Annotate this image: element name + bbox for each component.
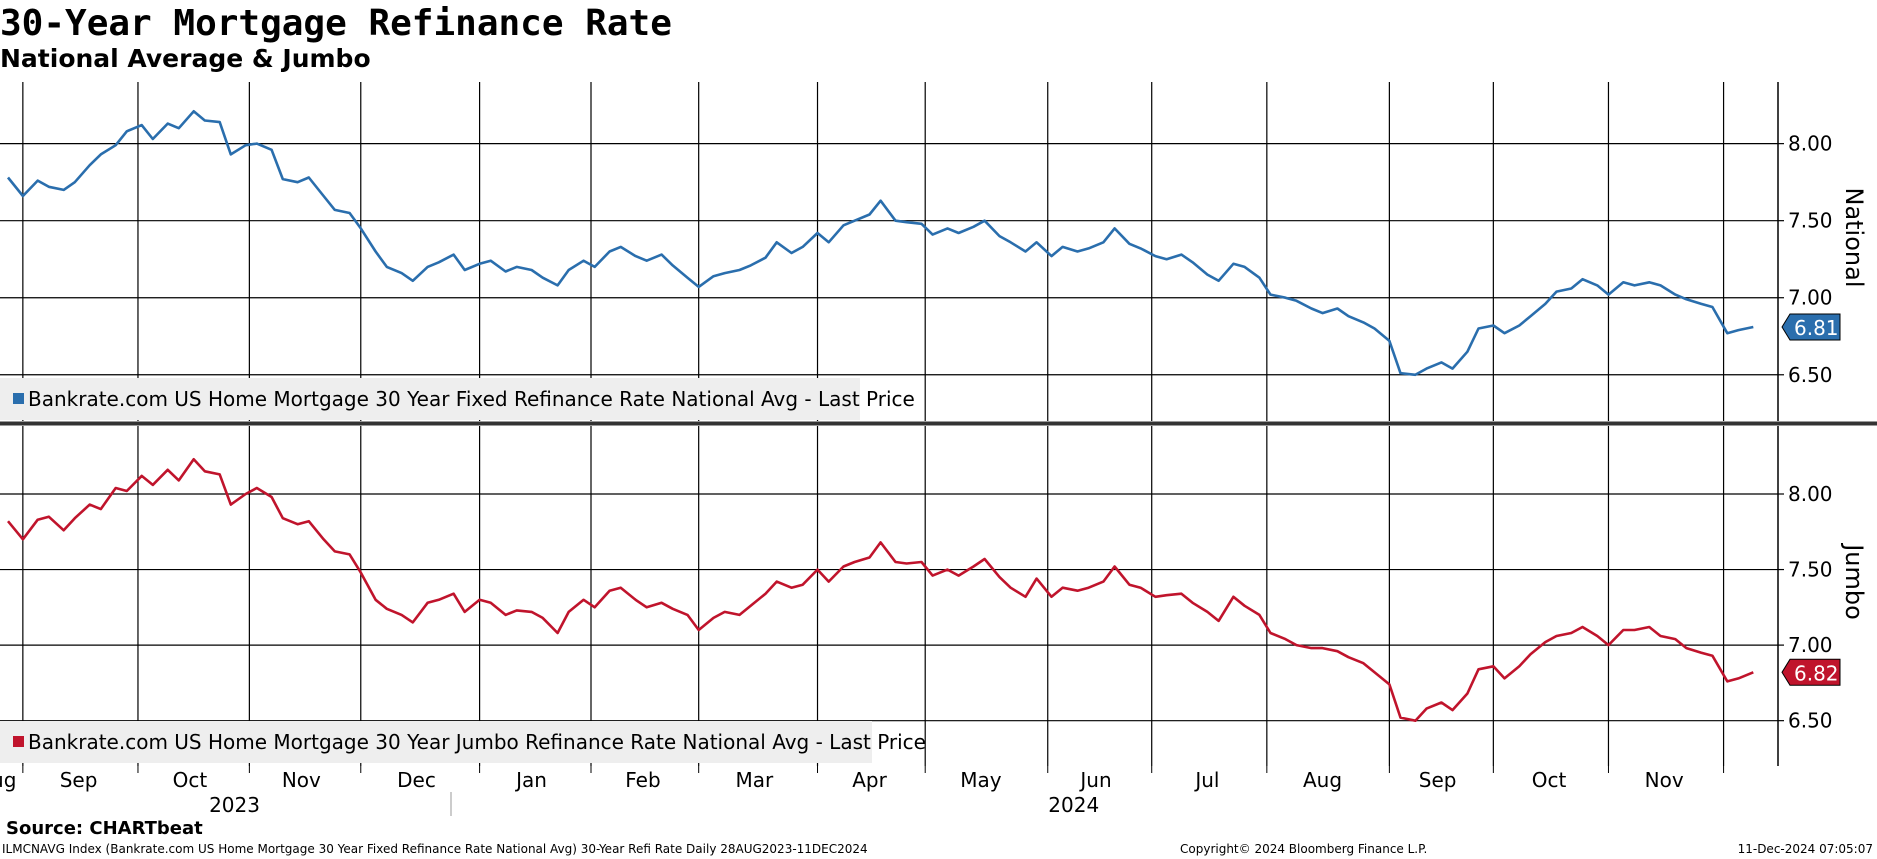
month-label: Sep [60,768,98,792]
national-last-value-label: 6.81 [1794,316,1839,340]
month-label: Sep [1419,768,1457,792]
y-tick-label: 8.00 [1788,482,1833,506]
jumbo-series-line [6,457,1754,722]
national-series-line [6,110,1754,377]
month-label: Oct [173,768,208,792]
copyright-text: Copyright© 2024 Bloomberg Finance L.P. [1180,842,1428,856]
jumbo-legend-label: Bankrate.com US Home Mortgage 30 Year Ju… [28,730,926,754]
year-label: 2024 [1048,793,1099,817]
jumbo-legend-box [0,721,872,763]
month-label: Jan [514,768,547,792]
y-tick-label: 6.50 [1788,363,1833,387]
month-label: Aug [0,768,16,792]
national-legend-label: Bankrate.com US Home Mortgage 30 Year Fi… [28,387,915,411]
month-label: Jul [1193,768,1219,792]
month-label: May [960,768,1002,792]
national-legend-box [0,378,860,420]
jumbo-legend-swatch [13,736,24,747]
y-tick-label: 8.00 [1788,132,1833,156]
month-label: Mar [736,768,775,792]
jumbo-last-value-label: 6.82 [1794,661,1839,685]
chart-title: 30-Year Mortgage Refinance Rate [0,3,672,44]
source-text: Source: CHARTbeat [6,818,203,839]
month-label: Jun [1078,768,1111,792]
month-label: Nov [1645,768,1684,792]
y-tick-label: 7.50 [1788,209,1833,233]
timestamp-text: 11-Dec-2024 07:05:07 [1737,842,1873,856]
month-label: Oct [1532,768,1567,792]
national-last-value-flag [1781,313,1841,341]
y-tick-label: 7.50 [1788,558,1833,582]
chart-subtitle: National Average & Jumbo [0,44,371,73]
jumbo-last-value-flag [1781,658,1841,686]
month-label: Apr [852,768,887,792]
index-meta-text: ILMCNAVG Index (Bankrate.com US Home Mor… [2,842,868,856]
y-tick-label: 7.00 [1788,286,1833,310]
year-label: 2023 [209,793,260,817]
month-label: Nov [282,768,321,792]
y-tick-label: 7.00 [1788,633,1833,657]
national-legend-swatch [13,393,24,404]
jumbo-axis-title: Jumbo [1840,542,1868,620]
month-label: Feb [625,768,660,792]
month-label: Dec [397,768,436,792]
month-label: Aug [1303,768,1342,792]
y-tick-label: 6.50 [1788,709,1833,733]
national-axis-title: National [1840,187,1868,287]
